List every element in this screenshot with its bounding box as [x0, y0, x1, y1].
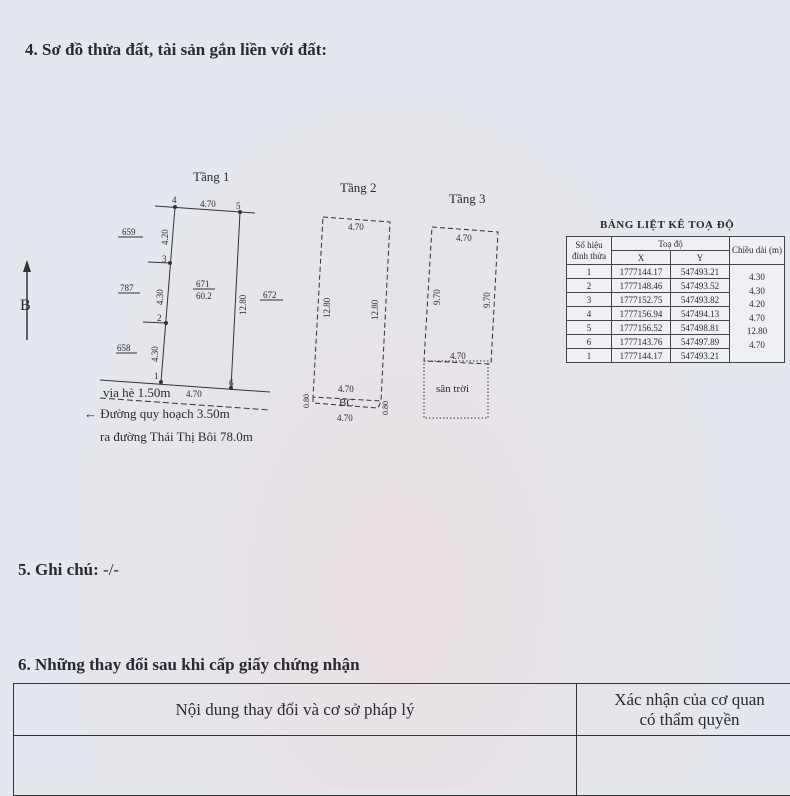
floor3-left: 9.70	[432, 289, 442, 305]
balcony-top: 4.70	[338, 384, 354, 394]
cell-x: 1777144.17	[612, 265, 671, 279]
cell-point: 4	[567, 307, 612, 321]
header-authority-confirmation: Xác nhận của cơ quan có thẩm quyền	[577, 684, 790, 736]
vertex-label: 2	[157, 313, 162, 323]
cell-x: 1777156.52	[612, 321, 671, 335]
cell-y: 547497.89	[671, 335, 730, 349]
header-y: Y	[671, 251, 730, 265]
cell-y: 547493.52	[671, 279, 730, 293]
cell-y: 547493.82	[671, 293, 730, 307]
floor3-right: 9.70	[482, 292, 492, 308]
left-seg: 4.30	[150, 346, 160, 362]
cell-point: 5	[567, 321, 612, 335]
section-5: 5. Ghi chú: -/-	[18, 560, 119, 580]
right-length: 12.80	[238, 294, 248, 315]
cell-point: 2	[567, 279, 612, 293]
cell-x: 1777144.17	[612, 349, 671, 363]
vertex-label: 6	[229, 378, 234, 388]
balcony-right: 0.80	[381, 401, 390, 415]
section-5-value: -/-	[103, 560, 119, 579]
terrace-label: sân trời	[436, 383, 469, 395]
cell-x: 1777143.76	[612, 335, 671, 349]
coord-table-title: BẢNG LIỆT KÊ TOẠ ĐỘ	[600, 219, 734, 231]
table-row: 1 1777144.17 547493.21 4.30 4.30 4.20 4.…	[567, 265, 785, 279]
section-5-heading: 5. Ghi chú:	[18, 560, 99, 579]
section-6-heading: 6. Những thay đổi sau khi cấp giấy chứng…	[18, 655, 360, 675]
terrace-width: 4.70	[450, 351, 466, 361]
floor3-title: Tầng 3	[449, 191, 485, 206]
floor2-title: Tầng 2	[340, 180, 376, 195]
top-width: 4.70	[200, 199, 216, 209]
header-line: Xác nhận của cơ quan	[578, 690, 790, 710]
cell-x: 1777152.75	[612, 293, 671, 307]
header-point: Số hiệu đỉnh thửa	[567, 237, 612, 265]
sidewalk-label: via hè 1.50m	[103, 385, 171, 400]
header-coord: Toạ độ	[612, 237, 730, 251]
vertex-label: 5	[236, 201, 241, 211]
floor3-top: 4.70	[456, 233, 472, 243]
header-line: có thẩm quyền	[578, 710, 790, 730]
floor2-right: 12.80	[370, 299, 380, 320]
neighbor-parcel: 658	[117, 343, 131, 353]
cell-y: 547493.21	[671, 349, 730, 363]
authority-confirmation-cell	[577, 736, 790, 796]
length-value: 4.70	[732, 312, 782, 326]
cell-y: 547498.81	[671, 321, 730, 335]
floor2-left: 12.80	[322, 297, 332, 318]
floor2-top: 4.70	[348, 222, 364, 232]
cell-point: 1	[567, 265, 612, 279]
road-label-2: ra đường Thái Thị Bôi 78.0m	[100, 429, 253, 444]
lengths-cell: 4.30 4.30 4.20 4.70 12.80 4.70	[730, 265, 785, 363]
header-x: X	[612, 251, 671, 265]
neighbor-parcel: 787	[120, 283, 134, 293]
cell-point: 3	[567, 293, 612, 307]
floor1-title: Tầng 1	[193, 169, 229, 184]
header-length: Chiều dài (m)	[730, 237, 785, 265]
length-value: 4.20	[732, 298, 782, 312]
vertex-label: 3	[162, 254, 167, 264]
cell-y: 547494.13	[671, 307, 730, 321]
parcel-number: 671	[196, 279, 210, 289]
cell-y: 547493.21	[671, 265, 730, 279]
length-value: 4.30	[732, 271, 782, 285]
balcony-bottom: 4.70	[337, 413, 353, 423]
road-label-1: ← Đường quy hoạch 3.50m	[84, 406, 230, 421]
changes-table: Nội dung thay đổi và cơ sở pháp lý Xác n…	[13, 683, 790, 796]
length-value: 4.70	[732, 339, 782, 353]
header-change-content: Nội dung thay đổi và cơ sở pháp lý	[14, 684, 577, 736]
balcony-label: BC	[339, 397, 354, 409]
north-label: B	[20, 297, 31, 314]
vertex-label: 4	[172, 195, 177, 205]
bottom-width: 4.70	[186, 389, 202, 399]
coord-table: Số hiệu đỉnh thửa Toạ độ Chiều dài (m) X…	[566, 236, 785, 363]
cell-point: 6	[567, 335, 612, 349]
cell-x: 1777156.94	[612, 307, 671, 321]
left-seg: 4.30	[155, 289, 165, 305]
length-value: 12.80	[732, 325, 782, 339]
neighbor-parcel: 672	[263, 290, 277, 300]
change-content-cell	[14, 736, 577, 796]
left-seg: 4.20	[160, 229, 170, 245]
neighbor-parcel: 659	[122, 227, 136, 237]
length-value: 4.30	[732, 285, 782, 299]
cell-point: 1	[567, 349, 612, 363]
cell-x: 1777148.46	[612, 279, 671, 293]
vertex-label: 1	[154, 371, 159, 381]
parcel-area: 60.2	[196, 291, 212, 301]
balcony-left: 0.80	[302, 394, 311, 408]
